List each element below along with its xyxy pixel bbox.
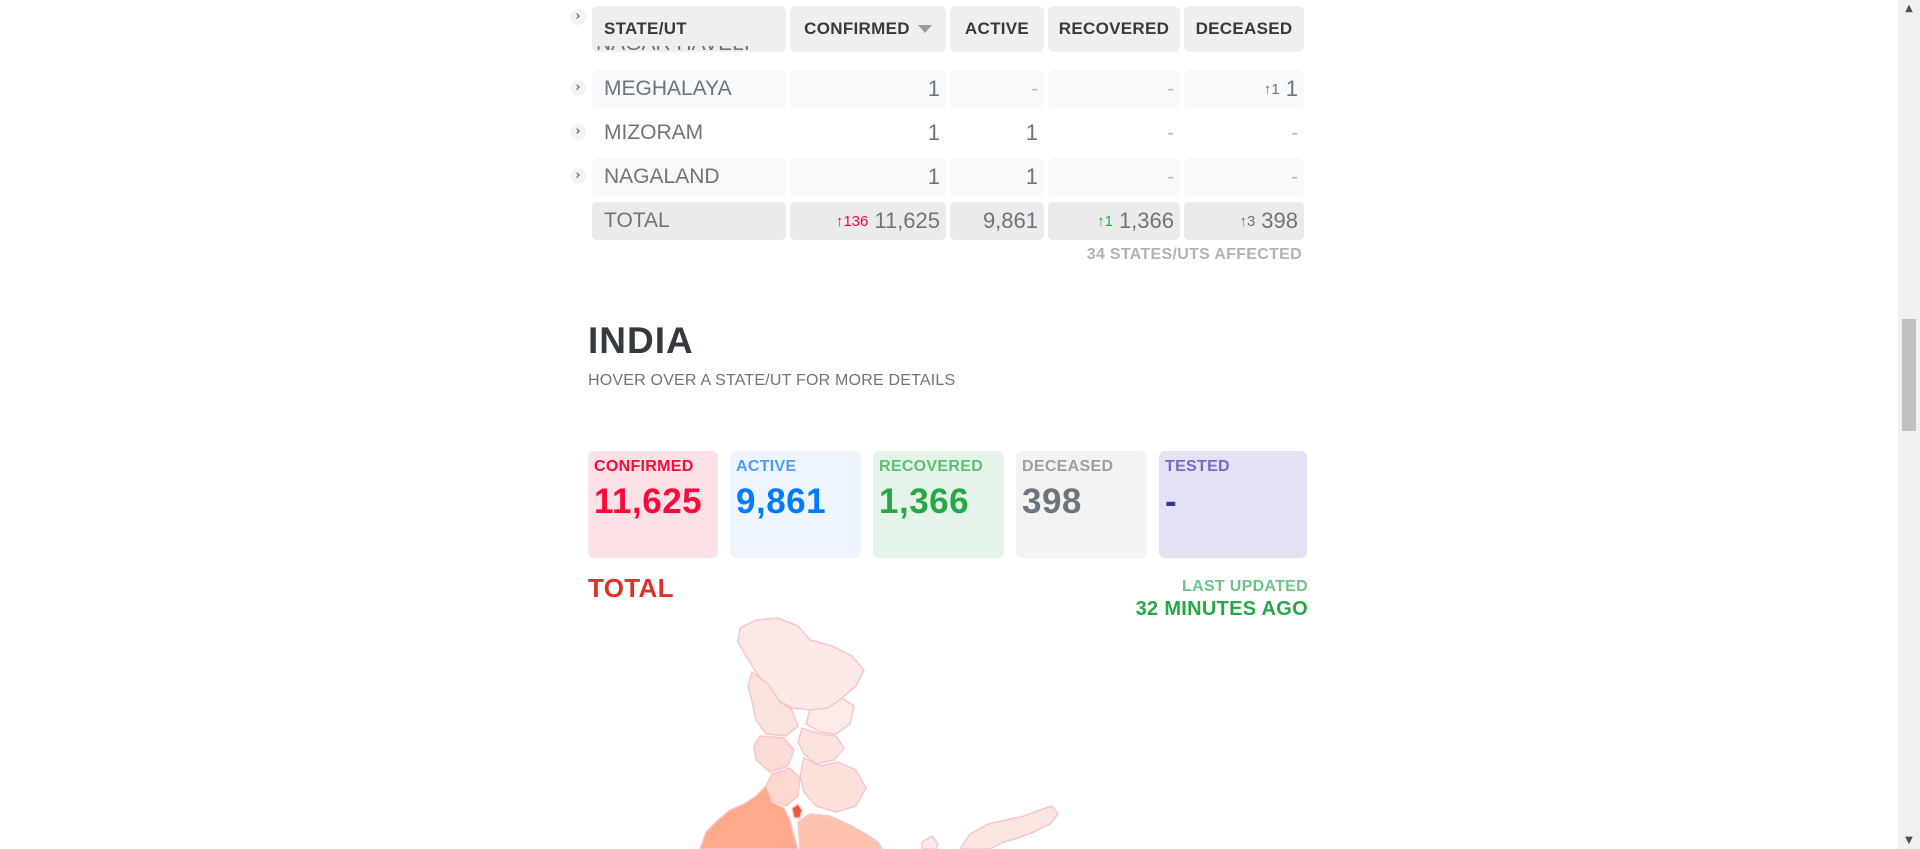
row-recovered: - — [1048, 114, 1180, 152]
active-card[interactable]: ACTIVE 9,861 — [730, 451, 861, 558]
row-confirmed: 1 — [927, 120, 940, 145]
row-state: NAGALAND — [592, 158, 786, 196]
tested-card-value: - — [1165, 482, 1178, 521]
header-confirmed[interactable]: CONFIRMED — [790, 6, 946, 52]
map-state-northeast[interactable] — [959, 805, 1059, 849]
deceased-card-value: 398 — [1022, 482, 1082, 521]
table-row[interactable]: › MIZORAM 1 1 - - — [570, 114, 1310, 154]
map-state-delhi[interactable] — [791, 803, 803, 819]
row-state: MEGHALAYA — [592, 70, 786, 108]
total-active: 9,861 — [950, 202, 1044, 240]
total-confirmed-value: 11,625 — [874, 208, 940, 233]
chevron-right-icon[interactable]: › — [570, 124, 586, 140]
row-deceased: - — [1184, 158, 1304, 196]
section-title: INDIA — [588, 320, 694, 361]
header-state[interactable]: STATE/UT — [592, 6, 786, 52]
table-row[interactable]: › NAGALAND 1 1 - - — [570, 158, 1310, 198]
total-deceased: ↑3 398 — [1184, 202, 1304, 240]
chevron-right-icon[interactable]: › — [570, 9, 586, 25]
total-recovered-value: 1,366 — [1118, 208, 1174, 233]
map-metric-label: TOTAL — [588, 573, 674, 603]
total-deceased-delta: ↑3 — [1239, 212, 1256, 230]
india-map[interactable] — [660, 610, 1300, 849]
header-deceased-label: DECEASED — [1195, 19, 1293, 38]
deceased-card-label: DECEASED — [1022, 458, 1114, 475]
row-recovered-value: - — [1167, 121, 1174, 144]
row-recovered: - — [1048, 70, 1180, 108]
header-recovered[interactable]: RECOVERED — [1048, 6, 1180, 52]
tested-card-label: TESTED — [1165, 458, 1230, 475]
row-deceased-value: 1 — [1285, 76, 1298, 101]
states-affected-note: 34 STATES/UTS AFFECTED — [1086, 246, 1302, 263]
tested-card[interactable]: TESTED - — [1159, 451, 1307, 558]
clipped-row-name: NAGAR HAVELI — [596, 46, 786, 55]
row-recovered-value: - — [1167, 165, 1174, 188]
map-state-punjab[interactable] — [753, 735, 795, 773]
sort-down-icon — [917, 25, 932, 33]
row-deceased: ↑1 1 — [1184, 70, 1304, 108]
table-header-row: › STATE/UT CONFIRMED ACTIVE RECOVERED DE… — [570, 6, 1310, 52]
clipped-row-label: NAGAR HAVELI — [596, 46, 786, 54]
map-state-himachal[interactable] — [747, 671, 799, 737]
row-confirmed: 1 — [790, 70, 946, 108]
row-deceased-value: - — [1291, 121, 1298, 144]
header-active[interactable]: ACTIVE — [950, 6, 1044, 52]
row-deceased-value: - — [1291, 165, 1298, 188]
row-active-value: - — [1031, 77, 1038, 100]
header-confirmed-label: CONFIRMED — [804, 19, 910, 38]
total-recovered-delta: ↑1 — [1097, 212, 1113, 230]
confirmed-card-label: CONFIRMED — [594, 458, 694, 475]
map-state-up[interactable] — [797, 813, 883, 849]
section-subtitle: HOVER OVER A STATE/UT FOR MORE DETAILS — [588, 372, 956, 389]
deceased-card[interactable]: DECEASED 398 — [1016, 451, 1147, 558]
map-state-sikkim[interactable] — [921, 835, 939, 849]
row-active: - — [950, 70, 1044, 108]
chevron-right-icon[interactable]: › — [570, 168, 586, 184]
deceased-delta: ↑1 — [1263, 80, 1280, 98]
confirmed-card[interactable]: CONFIRMED 11,625 — [588, 451, 718, 558]
scrollbar[interactable]: ▲ ▼ — [1898, 0, 1920, 849]
map-state-uttarakhand[interactable] — [797, 727, 845, 765]
header-state-label: STATE/UT — [604, 19, 687, 38]
scroll-up-icon[interactable]: ▲ — [1905, 3, 1913, 14]
recovered-card-label: RECOVERED — [879, 458, 984, 475]
header-deceased[interactable]: DECEASED — [1184, 6, 1304, 52]
map-state-rajasthan[interactable] — [699, 785, 799, 849]
table-total-row: TOTAL ↑136 11,625 9,861 ↑1 1,366 ↑3 398 — [570, 202, 1310, 242]
active-card-label: ACTIVE — [736, 458, 797, 475]
total-confirmed-delta: ↑136 — [835, 212, 869, 230]
last-updated-value: 32 MINUTES AGO — [1135, 598, 1308, 620]
row-recovered-value: - — [1167, 77, 1174, 100]
header-recovered-label: RECOVERED — [1058, 19, 1170, 38]
row-state: MIZORAM — [604, 121, 704, 144]
recovered-card[interactable]: RECOVERED 1,366 — [873, 451, 1004, 558]
recovered-card-value: 1,366 — [879, 482, 970, 521]
total-label: TOTAL — [592, 202, 786, 240]
chevron-right-icon[interactable]: › — [570, 80, 586, 96]
map-state-up-north[interactable] — [799, 757, 867, 813]
table-row[interactable]: › MEGHALAYA 1 - - ↑1 1 — [570, 70, 1310, 110]
total-confirmed: ↑136 11,625 — [790, 202, 946, 240]
row-recovered: - — [1048, 158, 1180, 196]
row-deceased: - — [1184, 114, 1304, 152]
row-confirmed: 1 — [790, 158, 946, 196]
total-recovered: ↑1 1,366 — [1048, 202, 1180, 240]
confirmed-card-value: 11,625 — [594, 482, 703, 521]
last-updated-label: LAST UPDATED — [1182, 578, 1308, 595]
scrollbar-thumb[interactable] — [1902, 319, 1916, 431]
total-deceased-value: 398 — [1261, 208, 1298, 233]
map-state-ladakh-east[interactable] — [805, 697, 855, 735]
scroll-down-icon[interactable]: ▼ — [1905, 835, 1913, 846]
header-active-label: ACTIVE — [964, 19, 1030, 38]
row-active: 1 — [950, 158, 1044, 196]
active-card-value: 9,861 — [736, 482, 827, 521]
row-active: 1 — [1025, 120, 1038, 145]
